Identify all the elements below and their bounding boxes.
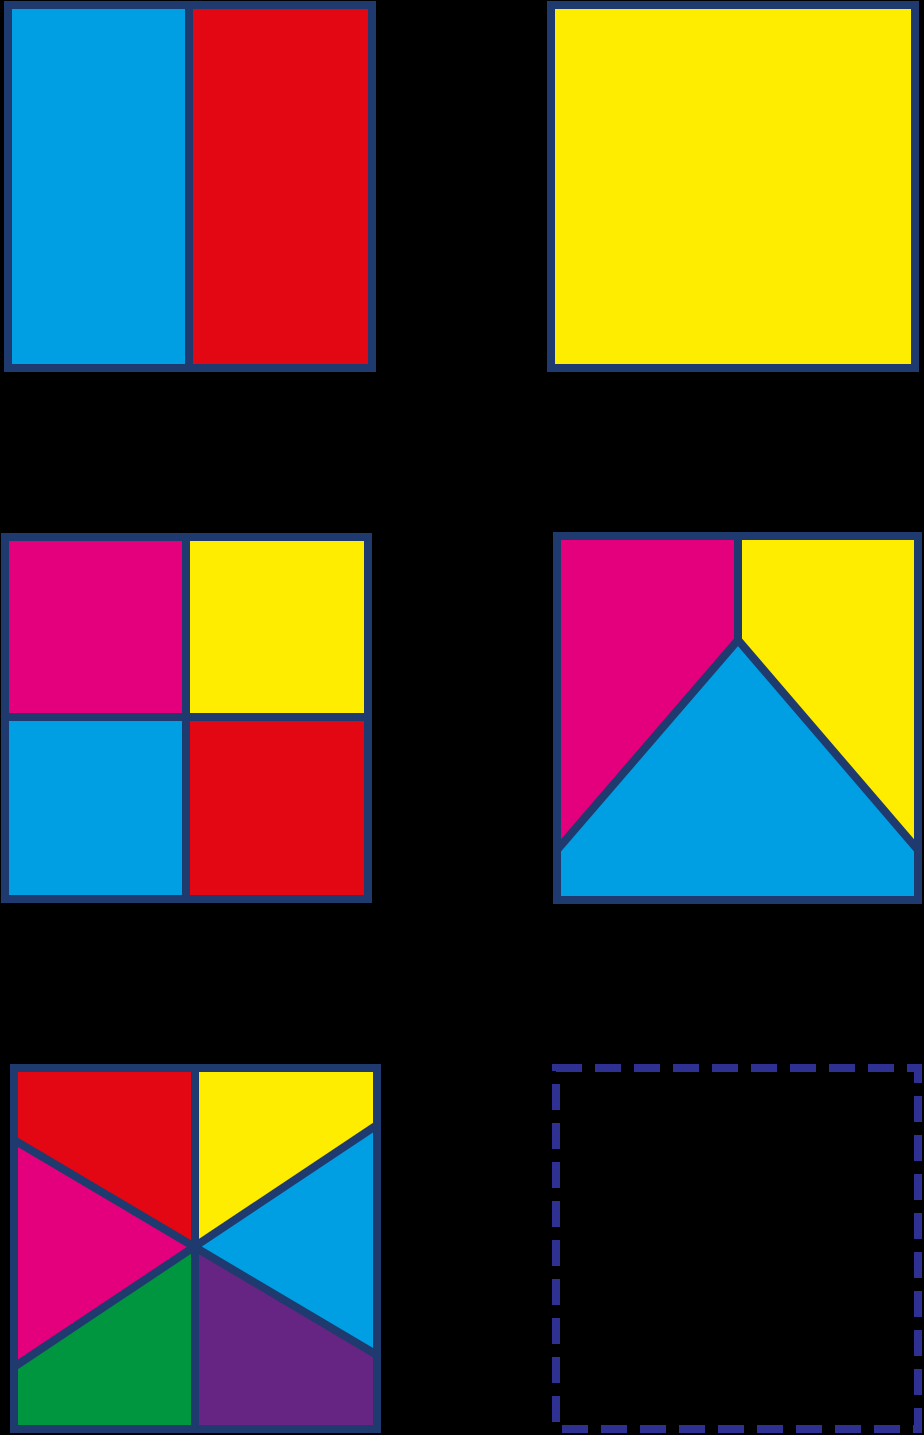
dashed-outline bbox=[552, 1064, 922, 1433]
piece-top-right bbox=[738, 536, 918, 850]
outline bbox=[4, 1, 376, 372]
outline bbox=[553, 532, 922, 904]
outline bbox=[1, 533, 372, 903]
square-sixths bbox=[10, 1064, 381, 1433]
square-halves bbox=[4, 1, 376, 372]
piece-left-half bbox=[8, 5, 189, 368]
square-thirds bbox=[553, 532, 922, 904]
piece-right-half bbox=[189, 5, 372, 368]
piece-bottom-triangle bbox=[557, 640, 918, 900]
piece-top-right bbox=[195, 1068, 377, 1247]
square-empty-dashed bbox=[552, 1064, 922, 1433]
piece-bottom-left bbox=[14, 1247, 195, 1429]
outline bbox=[10, 1064, 381, 1433]
divider-diagonal-b bbox=[11, 1121, 380, 1371]
square-quarters bbox=[1, 533, 372, 903]
piece-top-left bbox=[5, 537, 186, 717]
piece-bottom-right bbox=[186, 717, 368, 899]
piece-top-left bbox=[14, 1068, 195, 1247]
piece-top-left bbox=[557, 536, 738, 850]
outline bbox=[547, 1, 919, 372]
piece-middle-right bbox=[195, 1125, 377, 1355]
piece-bottom-left bbox=[5, 717, 186, 899]
square-whole bbox=[547, 1, 919, 372]
piece-whole bbox=[551, 5, 915, 368]
piece-middle-left bbox=[14, 1140, 195, 1367]
piece-bottom-right bbox=[195, 1247, 377, 1429]
piece-top-right bbox=[186, 537, 368, 717]
